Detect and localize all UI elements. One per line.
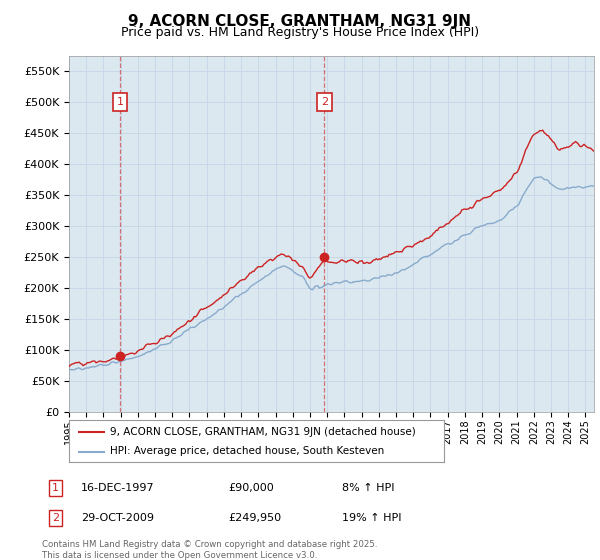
- Text: 9, ACORN CLOSE, GRANTHAM, NG31 9JN (detached house): 9, ACORN CLOSE, GRANTHAM, NG31 9JN (deta…: [110, 427, 416, 437]
- Text: Contains HM Land Registry data © Crown copyright and database right 2025.
This d: Contains HM Land Registry data © Crown c…: [42, 540, 377, 559]
- Text: 2: 2: [321, 97, 328, 108]
- Text: HPI: Average price, detached house, South Kesteven: HPI: Average price, detached house, Sout…: [110, 446, 385, 456]
- Text: 9, ACORN CLOSE, GRANTHAM, NG31 9JN: 9, ACORN CLOSE, GRANTHAM, NG31 9JN: [128, 14, 472, 29]
- Text: 1: 1: [52, 483, 59, 493]
- Text: 1: 1: [116, 97, 124, 108]
- Text: 19% ↑ HPI: 19% ↑ HPI: [342, 513, 401, 523]
- Text: £249,950: £249,950: [228, 513, 281, 523]
- Text: Price paid vs. HM Land Registry's House Price Index (HPI): Price paid vs. HM Land Registry's House …: [121, 26, 479, 39]
- Text: 8% ↑ HPI: 8% ↑ HPI: [342, 483, 395, 493]
- Text: 2: 2: [52, 513, 59, 523]
- Text: 16-DEC-1997: 16-DEC-1997: [81, 483, 155, 493]
- Text: £90,000: £90,000: [228, 483, 274, 493]
- Text: 29-OCT-2009: 29-OCT-2009: [81, 513, 154, 523]
